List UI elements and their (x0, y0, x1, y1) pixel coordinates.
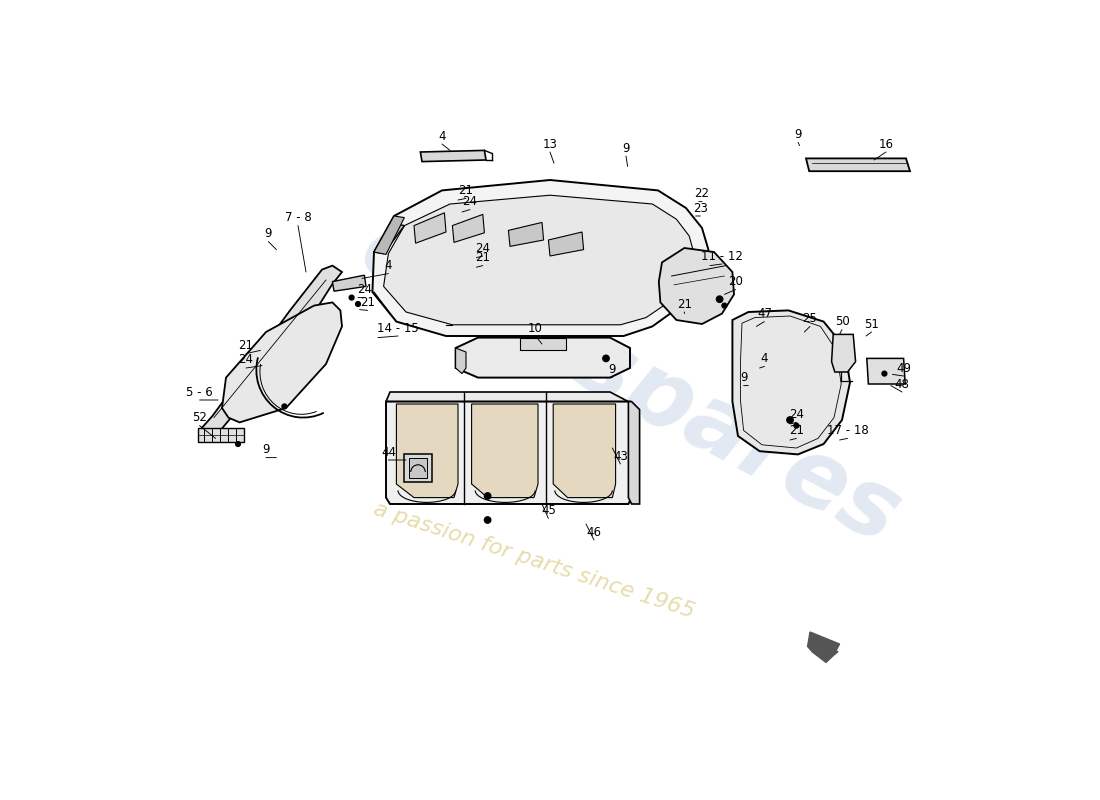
Polygon shape (332, 275, 366, 291)
Text: 4: 4 (385, 259, 392, 272)
Text: 25: 25 (803, 312, 817, 325)
Polygon shape (386, 392, 628, 402)
Text: 24: 24 (239, 354, 253, 366)
Text: 43: 43 (613, 450, 628, 462)
Polygon shape (472, 404, 538, 498)
Text: 50: 50 (835, 315, 849, 328)
Circle shape (603, 355, 609, 362)
Polygon shape (806, 158, 910, 171)
Text: 20: 20 (728, 275, 743, 288)
Polygon shape (832, 334, 856, 372)
Text: 21: 21 (676, 298, 692, 310)
Text: 21: 21 (239, 339, 253, 352)
Text: 9: 9 (262, 443, 270, 456)
Circle shape (484, 517, 491, 523)
Circle shape (355, 302, 361, 306)
Polygon shape (553, 404, 616, 498)
Text: 13: 13 (542, 138, 558, 150)
Text: 7 - 8: 7 - 8 (285, 211, 311, 224)
Text: 9: 9 (794, 128, 802, 141)
Text: 14 - 15: 14 - 15 (377, 322, 419, 334)
Text: 24: 24 (475, 242, 491, 254)
Polygon shape (374, 224, 405, 254)
Polygon shape (807, 632, 839, 662)
Text: 16: 16 (879, 138, 893, 150)
Circle shape (794, 423, 799, 428)
Polygon shape (455, 338, 630, 378)
Text: 46: 46 (586, 526, 602, 538)
Text: 21: 21 (789, 424, 804, 437)
Text: 44: 44 (381, 446, 396, 458)
Polygon shape (374, 216, 405, 254)
Polygon shape (405, 454, 431, 482)
Circle shape (882, 371, 887, 376)
Polygon shape (386, 402, 631, 504)
Text: 21: 21 (475, 251, 491, 264)
Text: 11 - 12: 11 - 12 (701, 250, 743, 262)
Text: 24: 24 (462, 195, 477, 208)
Polygon shape (396, 404, 458, 498)
Text: 9: 9 (265, 227, 272, 240)
Circle shape (282, 404, 287, 409)
Text: 21: 21 (360, 296, 375, 309)
Text: 51: 51 (865, 318, 879, 330)
Text: 23: 23 (693, 202, 707, 214)
Polygon shape (452, 214, 484, 242)
Text: 9: 9 (623, 142, 629, 154)
Circle shape (349, 295, 354, 300)
Text: 10: 10 (528, 322, 543, 334)
Text: 4: 4 (438, 130, 446, 142)
Text: 49: 49 (896, 362, 911, 374)
Text: 17 - 18: 17 - 18 (827, 424, 869, 437)
Polygon shape (414, 213, 446, 243)
Circle shape (484, 493, 491, 499)
Polygon shape (198, 428, 244, 442)
Polygon shape (519, 338, 566, 350)
Polygon shape (508, 222, 543, 246)
Text: 22: 22 (694, 187, 710, 200)
Circle shape (722, 303, 727, 308)
Text: 21: 21 (459, 184, 473, 197)
Circle shape (716, 296, 723, 302)
Text: 52: 52 (192, 411, 207, 424)
Polygon shape (384, 195, 694, 325)
Polygon shape (676, 291, 708, 316)
Text: 48: 48 (894, 378, 910, 390)
Polygon shape (455, 348, 466, 374)
Text: 4: 4 (761, 352, 768, 365)
Polygon shape (867, 358, 905, 384)
Polygon shape (222, 302, 342, 422)
Polygon shape (733, 310, 850, 454)
Text: 24: 24 (789, 408, 804, 421)
Circle shape (235, 442, 241, 446)
Text: 5 - 6: 5 - 6 (186, 386, 213, 398)
Text: 47: 47 (757, 307, 772, 320)
Text: 45: 45 (541, 504, 556, 517)
Circle shape (786, 417, 793, 423)
Polygon shape (409, 458, 427, 478)
Text: 9: 9 (740, 371, 747, 384)
Polygon shape (549, 232, 584, 256)
Polygon shape (420, 150, 486, 162)
Text: 9: 9 (608, 363, 616, 376)
Polygon shape (373, 180, 708, 336)
Polygon shape (628, 402, 639, 504)
Text: eurospares: eurospares (344, 203, 915, 565)
Text: 24: 24 (356, 283, 372, 296)
Polygon shape (659, 248, 734, 324)
Polygon shape (199, 266, 342, 436)
Text: a passion for parts since 1965: a passion for parts since 1965 (371, 498, 697, 622)
